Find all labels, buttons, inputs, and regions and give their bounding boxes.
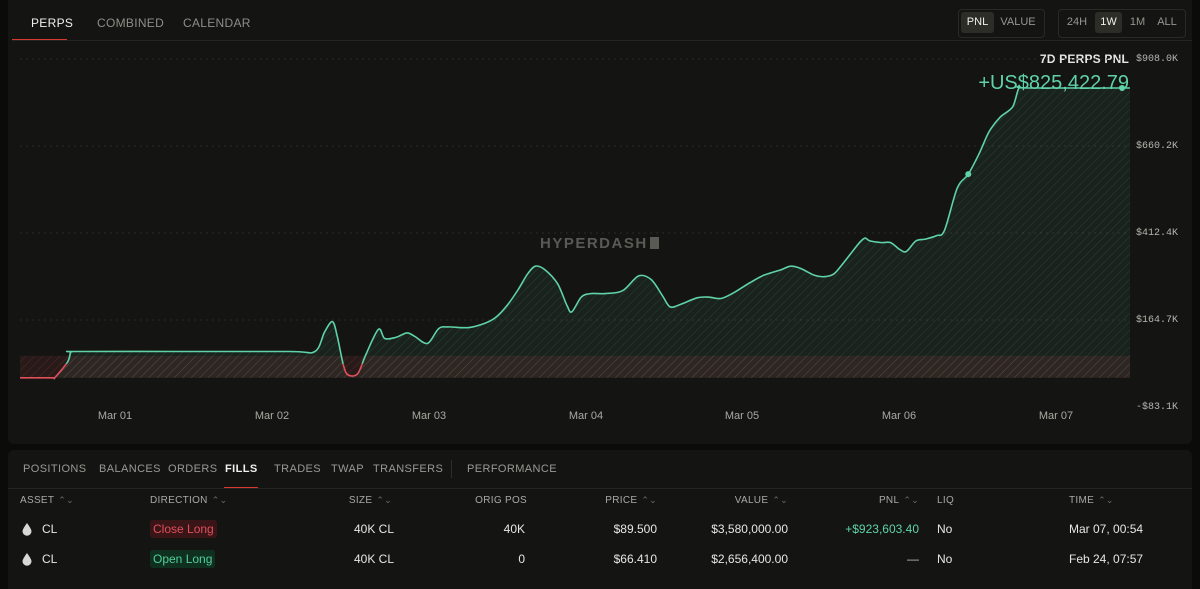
tab-combined[interactable]: COMBINED bbox=[97, 16, 165, 30]
positive-area-fill bbox=[20, 86, 1130, 379]
liq-cell: No bbox=[937, 552, 953, 566]
x-tick-label: Mar 06 bbox=[881, 410, 917, 422]
range-toggle: 24H 1W 1M ALL bbox=[1058, 9, 1186, 38]
range-24h-button[interactable]: 24H bbox=[1066, 16, 1088, 28]
oil-drop-icon bbox=[22, 553, 32, 566]
y-tick-label: -$83.1K bbox=[1136, 402, 1179, 413]
tab-perps[interactable]: PERPS bbox=[31, 16, 74, 30]
column-header-orig-pos: ORIG POS bbox=[475, 495, 527, 506]
tab-transfers[interactable]: TRANSFERS bbox=[373, 463, 444, 475]
tab-calendar[interactable]: CALENDAR bbox=[183, 16, 251, 30]
sort-icon: ⌃⌄ bbox=[641, 495, 657, 505]
pnl-cell: — bbox=[907, 552, 919, 566]
value-toggle-button[interactable]: VALUE bbox=[1000, 16, 1036, 28]
y-tick-label: $908.0K bbox=[1136, 54, 1179, 65]
range-1w-button[interactable]: 1W bbox=[1095, 12, 1122, 33]
tab-divider bbox=[12, 40, 1192, 41]
sort-icon: ⌃⌄ bbox=[903, 495, 919, 505]
price-cell: $89.500 bbox=[613, 522, 657, 536]
pnl-cell: +$923,603.40 bbox=[845, 522, 919, 536]
x-tick-label: Mar 05 bbox=[724, 410, 760, 422]
tab-trades[interactable]: TRADES bbox=[274, 463, 322, 475]
price-cell: $66.410 bbox=[613, 552, 657, 566]
value-cell: $3,580,000.00 bbox=[711, 522, 788, 536]
orig-pos-cell: 40K bbox=[503, 522, 525, 536]
column-header-direction[interactable]: DIRECTION ⌃⌄ bbox=[150, 495, 228, 506]
y-tick-label: $412.4K bbox=[1136, 228, 1179, 239]
hyperdash-watermark: HYPERDASH bbox=[540, 235, 659, 252]
tab-balances[interactable]: BALANCES bbox=[99, 463, 161, 475]
tab-positions[interactable]: POSITIONS bbox=[23, 463, 87, 475]
direction-badge: Close Long bbox=[150, 520, 217, 538]
direction-badge: Open Long bbox=[150, 550, 216, 568]
y-tick-label: $660.2K bbox=[1136, 141, 1179, 152]
tab-orders[interactable]: ORDERS bbox=[168, 463, 218, 475]
sort-icon: ⌃⌄ bbox=[211, 495, 228, 505]
range-1m-button[interactable]: 1M bbox=[1129, 16, 1146, 28]
sort-icon: ⌃⌄ bbox=[58, 495, 74, 505]
orig-pos-cell: 0 bbox=[518, 552, 525, 566]
trade-marker bbox=[1119, 84, 1126, 91]
tab-twap[interactable]: TWAP bbox=[331, 463, 364, 475]
oil-drop-icon bbox=[22, 523, 32, 536]
asset-cell[interactable]: CL bbox=[42, 522, 58, 536]
asset-cell[interactable]: CL bbox=[42, 552, 58, 566]
x-tick-label: Mar 07 bbox=[1038, 410, 1074, 422]
sort-icon: ⌃⌄ bbox=[376, 495, 392, 505]
pnl-line-chart bbox=[19, 58, 1130, 380]
column-header-pnl[interactable]: PNL ⌃⌄ bbox=[878, 495, 919, 506]
sort-icon: ⌃⌄ bbox=[1098, 495, 1114, 505]
chart-title: 7D PERPS PNL bbox=[1039, 52, 1129, 66]
pnl-line-negative bbox=[19, 363, 364, 380]
time-cell: Feb 24, 07:57 bbox=[1069, 552, 1144, 566]
column-header-time[interactable]: TIME ⌃⌄ bbox=[1069, 495, 1114, 506]
trade-marker bbox=[965, 171, 972, 178]
column-header-value[interactable]: VALUE ⌃⌄ bbox=[734, 495, 788, 506]
x-tick-label: Mar 03 bbox=[411, 410, 447, 422]
size-cell: 40K CL bbox=[353, 552, 394, 566]
range-all-button[interactable]: ALL bbox=[1157, 16, 1177, 28]
watermark-cursor-block bbox=[649, 237, 659, 249]
column-header-asset[interactable]: ASSET ⌃⌄ bbox=[20, 495, 74, 506]
liq-cell: No bbox=[937, 522, 953, 536]
pnl-line-positive bbox=[65, 85, 1130, 364]
y-tick-label: $164.7K bbox=[1136, 315, 1179, 326]
watermark-text: HYPERDASH bbox=[540, 235, 648, 252]
negative-zone-fill bbox=[20, 355, 1130, 378]
x-tick-label: Mar 01 bbox=[97, 410, 133, 422]
x-tick-label: Mar 02 bbox=[254, 410, 290, 422]
x-tick-label: Mar 04 bbox=[568, 410, 604, 422]
time-cell: Mar 07, 00:54 bbox=[1069, 522, 1144, 536]
value-cell: $2,656,400.00 bbox=[711, 552, 788, 566]
size-cell: 40K CL bbox=[353, 522, 394, 536]
tab-divider bbox=[8, 488, 1192, 489]
tab-fills[interactable]: FILLS bbox=[225, 463, 258, 475]
metric-toggle: PNL VALUE bbox=[958, 9, 1045, 38]
pnl-toggle-button[interactable]: PNL bbox=[961, 12, 994, 33]
tab-separator bbox=[451, 460, 452, 478]
tab-performance[interactable]: PERFORMANCE bbox=[467, 463, 557, 475]
column-header-liq: LIQ bbox=[937, 495, 955, 506]
column-header-price[interactable]: PRICE ⌃⌄ bbox=[605, 495, 657, 506]
column-header-size[interactable]: SIZE ⌃⌄ bbox=[348, 495, 392, 506]
sort-icon: ⌃⌄ bbox=[772, 495, 788, 505]
